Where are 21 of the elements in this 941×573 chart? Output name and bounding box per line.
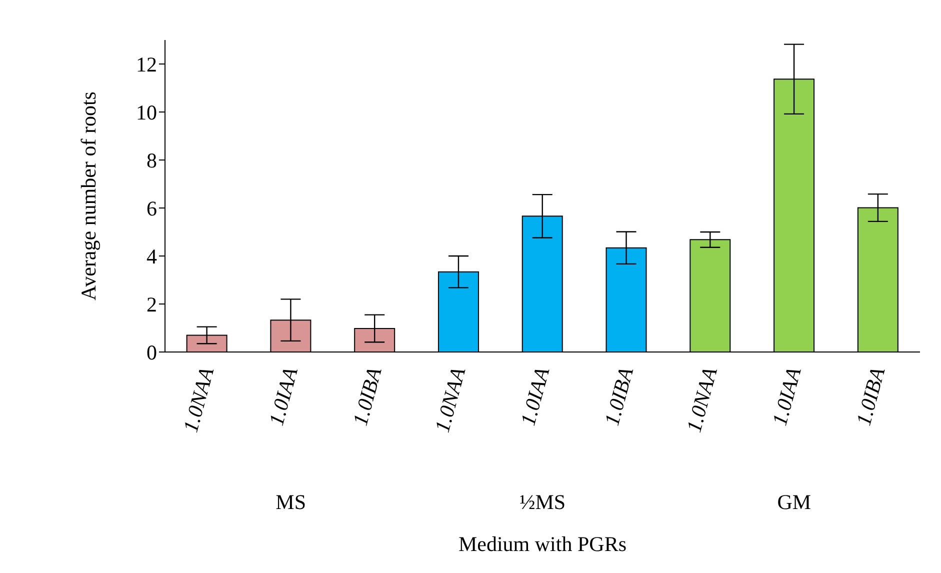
x-tick-label: 1.0IBA [600, 364, 638, 428]
text: MS [274, 490, 307, 515]
text: ½MS [518, 490, 567, 515]
y-axis-title: Average number of roots [76, 92, 100, 300]
y-tick-label: 4 [146, 244, 158, 268]
x-tick-label: 1.0NAA [430, 364, 470, 435]
text: GM [776, 490, 812, 515]
x-tick-label: 1.0IAA [516, 364, 554, 428]
y-tick-label: 2 [146, 292, 157, 316]
x-tick-label: 1.0NAA [682, 364, 722, 435]
x-axis-title: Medium with PGRs [458, 532, 627, 556]
y-tick-label: 10 [136, 100, 157, 124]
x-tick-label: 1.0IAA [767, 364, 806, 428]
y-tick-label: 8 [146, 148, 157, 172]
x-tick-label: 1.0IAA [264, 364, 302, 428]
x-tick-label: 1.0IBA [851, 364, 890, 428]
x-tick-label: 1.0IBA [348, 364, 386, 428]
y-tick-label: 0 [146, 340, 157, 364]
y-tick-label: 6 [146, 196, 157, 220]
y-tick-label: 12 [136, 52, 157, 76]
x-tick-label: 1.0NAA [178, 364, 219, 435]
